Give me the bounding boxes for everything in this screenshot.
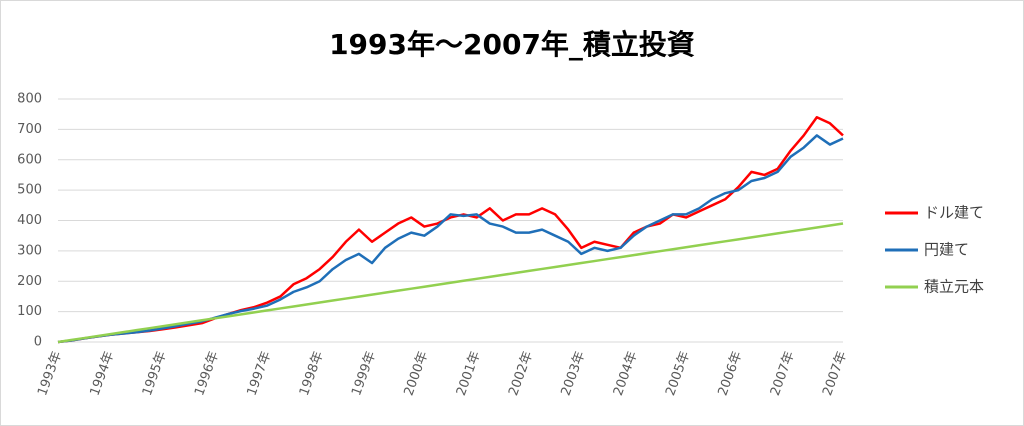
- x-tick-label: 1995年: [140, 349, 170, 397]
- legend-label: 円建て: [924, 241, 969, 259]
- x-tick-label: 2005年: [663, 349, 693, 397]
- x-tick-label: 1998年: [297, 349, 327, 397]
- x-tick-label: 2004年: [611, 349, 641, 397]
- x-tick-label: 2006年: [716, 349, 746, 397]
- chart-title: 1993年〜2007年_積立投資: [329, 28, 695, 61]
- y-tick-label: 800: [17, 92, 42, 107]
- data-line: [57, 134, 844, 344]
- x-tick-label: 2007年: [820, 349, 850, 397]
- y-tick-label: 400: [17, 213, 42, 228]
- y-tick-label: 100: [17, 304, 42, 319]
- y-tick-label: 0: [34, 335, 42, 350]
- legend-label: 積立元本: [924, 278, 984, 296]
- x-tick-label: 2001年: [454, 349, 484, 397]
- x-tick-label: 2002年: [506, 349, 536, 397]
- x-tick-label: 1993年: [35, 349, 65, 397]
- y-tick-label: 500: [17, 183, 42, 198]
- x-tick-label: 1996年: [192, 349, 222, 397]
- x-tick-label: 2007年: [768, 349, 798, 397]
- legend-label: ドル建て: [924, 204, 984, 222]
- data-line: [57, 115, 844, 344]
- y-tick-label: 600: [17, 152, 42, 167]
- x-tick-label: 1994年: [88, 349, 118, 397]
- x-tick-label: 2000年: [402, 349, 432, 397]
- y-tick-label: 200: [17, 274, 42, 289]
- data-line: [57, 222, 844, 344]
- x-tick-label: 2003年: [559, 349, 589, 397]
- x-tick-label: 1999年: [349, 349, 379, 397]
- y-tick-label: 300: [17, 243, 42, 258]
- x-tick-label: 1997年: [245, 349, 275, 397]
- y-tick-label: 700: [17, 122, 42, 137]
